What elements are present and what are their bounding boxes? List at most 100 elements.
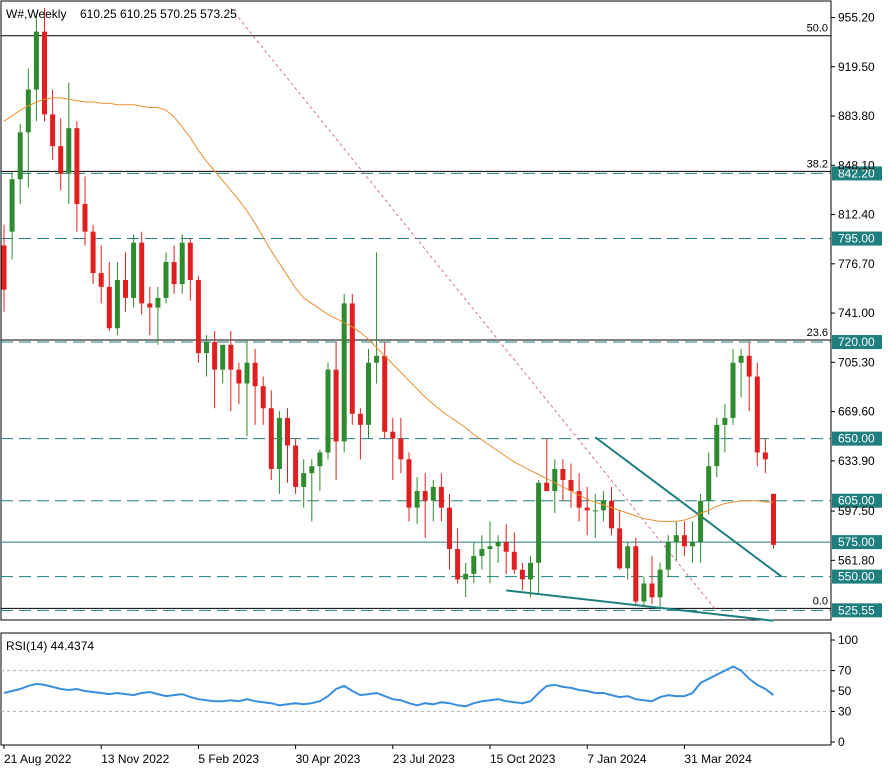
candle-body xyxy=(268,408,274,469)
candle-body xyxy=(673,535,679,543)
candle-body xyxy=(479,549,485,556)
rsi-title: RSI(14) 44.4374 xyxy=(6,639,94,653)
candle-body xyxy=(519,569,525,580)
candle-body xyxy=(114,279,120,329)
y-tick-label: 633.90 xyxy=(838,454,875,468)
rsi-tick-label: 50 xyxy=(838,684,852,698)
candle-body xyxy=(382,355,388,432)
candle-body xyxy=(754,376,760,453)
candle-body xyxy=(471,555,477,574)
candle-body xyxy=(584,507,590,511)
candle-body xyxy=(90,231,96,274)
candle-body xyxy=(576,491,582,508)
level-badge-text: 720.00 xyxy=(838,335,875,349)
fib-label: 0.0 xyxy=(813,595,828,607)
candle-body xyxy=(220,344,226,370)
candle-body xyxy=(568,480,574,492)
candle-body xyxy=(204,342,209,354)
level-badge xyxy=(832,493,882,508)
y-tick-label: 919.50 xyxy=(838,60,875,74)
candle-body xyxy=(430,486,436,501)
rsi-tick-label: 0 xyxy=(838,735,845,749)
x-tick-label: 30 Apr 2023 xyxy=(296,752,361,766)
candle-body xyxy=(260,386,266,409)
candle-body xyxy=(706,466,712,501)
candle-body xyxy=(641,583,647,602)
candle-body xyxy=(106,286,112,329)
candle-body xyxy=(503,542,509,552)
level-badge xyxy=(832,535,882,550)
rsi-pane[interactable] xyxy=(0,632,832,746)
candle-body xyxy=(123,279,128,298)
candle-body xyxy=(357,413,363,425)
candle-body xyxy=(657,569,663,598)
level-badge-text: 525.55 xyxy=(838,603,875,617)
y-tick-label: 776.70 xyxy=(838,257,875,271)
candle-body xyxy=(422,491,428,501)
candle-body xyxy=(236,369,242,384)
y-tick-label: 848.10 xyxy=(838,158,875,172)
level-badge-text: 575.00 xyxy=(838,535,875,549)
candle-body xyxy=(665,542,671,570)
candle-body xyxy=(390,431,396,439)
candle-body xyxy=(528,562,533,580)
candle-body xyxy=(738,355,744,363)
level-badge xyxy=(832,431,882,446)
candle-body xyxy=(42,31,47,115)
candle-body xyxy=(228,344,234,370)
candle-body xyxy=(406,459,412,508)
candle-body xyxy=(730,362,736,418)
candle-body xyxy=(341,303,347,442)
y-tick-label: 705.30 xyxy=(838,355,875,369)
level-badge xyxy=(832,603,882,618)
candle-body xyxy=(1,245,7,290)
candle-body xyxy=(511,551,517,570)
candle-body xyxy=(536,482,542,563)
level-badge-text: 795.00 xyxy=(838,232,875,246)
y-tick-label: 561.80 xyxy=(838,553,875,567)
candle-body xyxy=(495,542,501,547)
x-tick-label: 13 Nov 2022 xyxy=(101,752,169,766)
candle-body xyxy=(163,262,169,298)
candle-body xyxy=(681,535,687,547)
fib-label-top: 50.0 xyxy=(807,23,828,35)
candle-body xyxy=(722,417,728,425)
level-badge xyxy=(832,569,882,584)
candle-body xyxy=(366,362,371,425)
candle-body xyxy=(293,445,299,487)
candle-body xyxy=(544,482,550,492)
x-tick-label: 5 Feb 2023 xyxy=(198,752,259,766)
x-tick-label: 7 Jan 2024 xyxy=(587,752,647,766)
candle-body xyxy=(487,546,493,550)
candle-body xyxy=(625,546,631,569)
candle-body xyxy=(317,452,323,467)
candle-body xyxy=(309,466,315,474)
trendline xyxy=(594,436,783,578)
candle-body xyxy=(276,417,282,469)
candle-body xyxy=(33,31,39,90)
candle-body xyxy=(438,486,444,508)
candle-body xyxy=(333,369,339,442)
trendline xyxy=(506,589,774,622)
candle-body xyxy=(285,417,290,446)
candle-body xyxy=(600,500,606,511)
candle-body xyxy=(58,146,64,174)
y-tick-label: 669.60 xyxy=(838,405,875,419)
level-badge xyxy=(832,166,882,181)
candle-body xyxy=(25,89,31,133)
candle-body xyxy=(746,355,752,377)
candle-body xyxy=(155,297,161,308)
candle-body xyxy=(762,452,768,460)
candle-body xyxy=(552,468,558,492)
candle-body xyxy=(66,128,72,174)
y-tick-label: 741.00 xyxy=(838,306,875,320)
rsi-tick-label: 70 xyxy=(838,664,852,678)
candle-body xyxy=(398,438,404,460)
candle-body xyxy=(714,424,720,467)
candle-body xyxy=(212,342,218,370)
level-badge-text: 650.00 xyxy=(838,432,875,446)
candle-body xyxy=(414,491,420,508)
x-tick-label: 31 Mar 2024 xyxy=(684,752,752,766)
ohlc-readout: 610.25 610.25 570.25 573.25 xyxy=(80,7,237,21)
